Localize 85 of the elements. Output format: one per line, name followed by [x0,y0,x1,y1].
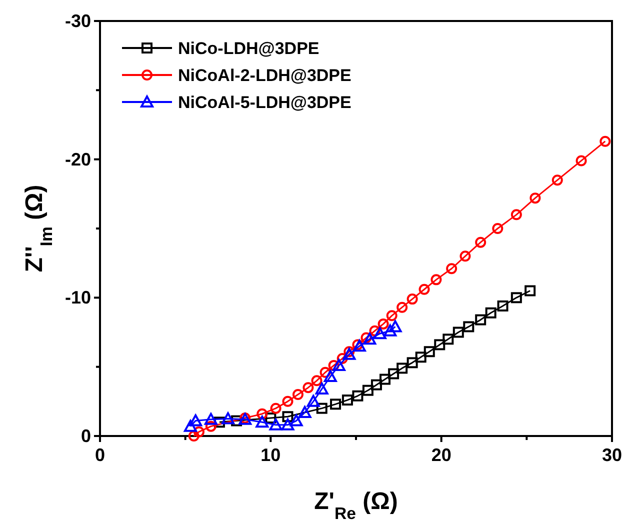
point [475,314,486,326]
point [302,382,314,394]
point [363,332,376,345]
point [386,310,398,322]
point [452,326,464,338]
point [311,375,322,386]
point [378,318,389,330]
point [492,223,504,234]
point [418,284,430,295]
point [388,320,402,332]
point [396,302,408,313]
point [600,136,611,147]
point [460,250,471,262]
point [332,358,346,371]
point [370,379,382,390]
point [530,192,541,204]
point [475,236,486,248]
point [406,294,418,305]
point [256,416,269,428]
point [282,396,294,407]
point [188,430,200,442]
point [281,418,294,430]
point [352,340,366,352]
point [320,366,331,378]
point [316,402,328,414]
y-tick-label: -20 [64,149,91,170]
legend-label: NiCoAl-5-LDH@3DPE [178,93,352,112]
legend-label: NiCoAl-2-LDH@3DPE [178,66,352,85]
point [342,348,356,360]
point [315,382,328,394]
point [576,155,587,166]
point [384,324,397,336]
point [214,416,225,428]
point [290,414,303,426]
point [193,426,204,438]
point [231,415,242,426]
y-tick-label: -10 [64,288,91,308]
point [269,418,282,430]
point [292,389,304,400]
point [298,406,312,418]
y-tick-label: -30 [64,11,91,31]
point [552,174,563,186]
point [369,325,380,336]
point [442,334,454,345]
x-axis-title: Z'$_{Re}$ (Ω) [314,488,398,522]
point [205,420,216,432]
point [324,370,337,382]
point [256,408,268,420]
point [352,339,364,350]
point [270,402,282,414]
point [524,285,536,296]
point [510,292,522,304]
point [373,327,386,340]
x-tick-label: 20 [431,445,452,465]
point [415,352,426,363]
point [222,412,234,424]
point [189,414,202,426]
point [424,346,435,358]
point [352,390,364,402]
point [396,362,408,374]
x-tick-label: 30 [602,445,622,465]
point [510,209,522,220]
point [430,274,442,286]
y-tick-label: 0 [80,426,91,446]
point [485,307,496,318]
point [265,412,276,424]
x-tick-label: 0 [94,445,106,465]
point [446,263,458,274]
point [380,374,391,385]
point [330,398,342,410]
point [360,332,372,344]
point [406,357,418,368]
x-tick-label: 10 [260,445,281,465]
point [463,321,474,332]
point [497,300,508,312]
point [306,394,320,407]
point [204,412,218,425]
point [344,346,355,358]
point [362,384,374,396]
point [434,339,446,350]
legend-label: NiCo-LDH@3DPE [178,39,320,58]
point [282,411,294,422]
point [388,368,400,380]
point [342,394,353,406]
point [184,420,197,432]
